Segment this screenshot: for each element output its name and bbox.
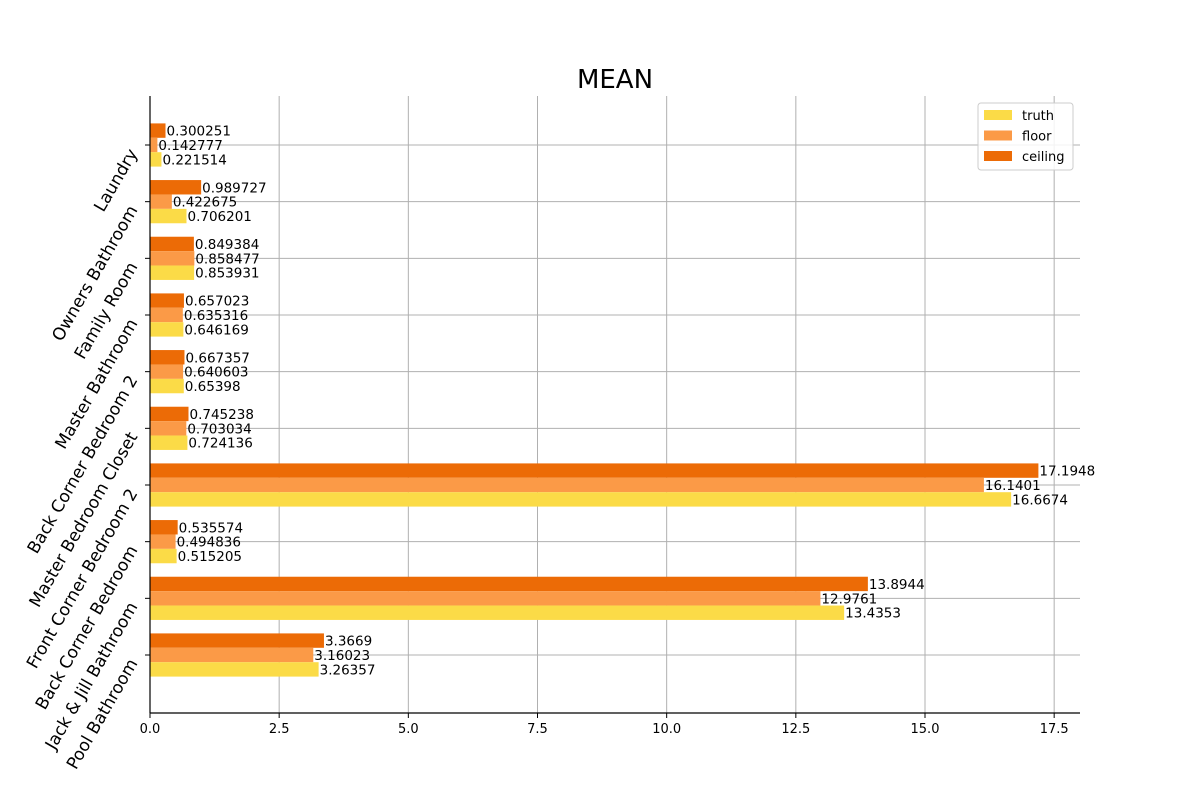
bar-floor: [150, 421, 187, 436]
legend-label-floor: floor: [1022, 130, 1052, 145]
bar-floor: [150, 251, 195, 266]
x-tick-label: 12.5: [781, 722, 810, 737]
legend-swatch-truth: [984, 110, 1012, 120]
bar-floor: [150, 194, 172, 209]
value-label-ceiling: 13.8944: [869, 577, 925, 593]
bar-ceiling: [150, 123, 166, 138]
bar-truth: [150, 322, 184, 337]
value-label-truth: 16.6674: [1012, 492, 1068, 508]
bar-truth: [150, 265, 195, 280]
value-label-ceiling: 0.300251: [167, 124, 231, 140]
bar-ceiling: [150, 406, 189, 422]
value-label-floor: 12.9761: [821, 591, 877, 607]
bar-floor: [150, 591, 821, 606]
bar-floor: [150, 534, 176, 549]
bar-truth: [150, 152, 162, 167]
bar-ceiling: [150, 293, 184, 308]
bars-layer: [150, 123, 1039, 677]
value-label-floor: 0.703034: [187, 421, 251, 437]
value-label-ceiling: 0.849384: [195, 237, 259, 253]
value-label-ceiling: 0.989727: [202, 180, 266, 196]
bar-truth: [150, 435, 188, 450]
bar-floor: [150, 647, 314, 663]
legend: truth floor ceiling: [977, 102, 1074, 171]
bar-floor: [150, 477, 984, 493]
bar-truth: [150, 548, 177, 564]
value-label-floor: 16.1401: [985, 478, 1041, 494]
x-tick-label: 17.5: [1040, 722, 1069, 737]
bar-floor: [150, 364, 184, 379]
value-label-ceiling: 3.3669: [325, 634, 372, 650]
x-tick-label: 7.5: [527, 722, 548, 737]
legend-swatch-floor: [984, 130, 1012, 141]
value-label-truth: 0.646169: [184, 322, 248, 338]
bar-ceiling: [150, 180, 202, 195]
value-label-truth: 0.706201: [187, 209, 251, 225]
value-label-ceiling: 17.1948: [1039, 464, 1095, 480]
value-label-ceiling: 0.657023: [185, 294, 249, 310]
value-label-ceiling: 0.535574: [179, 520, 243, 536]
legend-label-ceiling: ceiling: [1022, 150, 1064, 165]
value-label-truth: 0.515205: [178, 549, 242, 565]
x-tick-label: 0.0: [140, 722, 161, 737]
value-label-floor: 0.142777: [158, 138, 222, 154]
bar-ceiling: [150, 520, 178, 535]
x-tick-label: 2.5: [269, 722, 290, 737]
value-label-floor: 3.16023: [314, 648, 370, 664]
value-label-floor: 0.858477: [195, 251, 259, 267]
bar-ceiling: [150, 350, 185, 365]
bar-truth: [150, 492, 1012, 507]
value-label-truth: 0.853931: [195, 266, 259, 282]
y-tick-label: Laundry: [90, 146, 142, 216]
chart-title: MEAN: [577, 65, 653, 95]
value-label-truth: 0.221514: [162, 152, 226, 168]
bar-ceiling: [150, 463, 1039, 478]
bar-ceiling: [150, 576, 868, 592]
bar-floor: [150, 137, 158, 153]
bar-truth: [150, 662, 319, 677]
axes-layer: [145, 96, 1080, 718]
value-label-truth: 3.26357: [320, 662, 376, 678]
value-label-floor: 0.422675: [173, 195, 237, 211]
bar-floor: [150, 307, 183, 323]
bar-truth: [150, 378, 184, 394]
legend-label-truth: truth: [1022, 109, 1054, 124]
bar-truth: [150, 605, 845, 620]
x-tick-label: 5.0: [398, 722, 419, 737]
bar-ceiling: [150, 236, 194, 252]
value-label-truth: 0.65398: [185, 379, 241, 395]
x-tick-label: 10.0: [652, 722, 681, 737]
value-label-ceiling: 0.745238: [190, 407, 254, 423]
x-tick-label: 15.0: [911, 722, 940, 737]
bar-ceiling: [150, 633, 324, 648]
value-label-floor: 0.494836: [177, 535, 241, 551]
legend-swatch-ceiling: [984, 151, 1012, 161]
bar-truth: [150, 208, 187, 224]
value-label-truth: 13.4353: [845, 606, 901, 622]
value-label-floor: 0.635316: [184, 308, 248, 324]
value-label-ceiling: 0.667357: [185, 350, 249, 366]
value-label-floor: 0.640603: [184, 365, 248, 381]
value-label-truth: 0.724136: [188, 436, 252, 452]
x-tick-labels: 0.0 2.5 5.0 7.5 10.0 12.5 15.0 17.5: [140, 722, 1069, 737]
grid-layer: [149, 96, 1080, 713]
